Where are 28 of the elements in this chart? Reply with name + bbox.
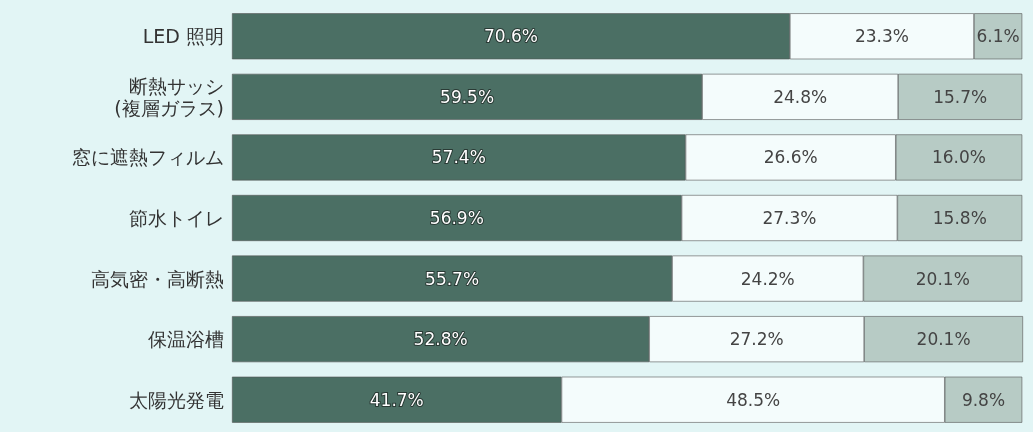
data-label: 48.5% <box>726 389 781 410</box>
data-label: 9.8% <box>961 389 1006 410</box>
data-label: 20.1% <box>915 268 970 289</box>
data-label: 52.8% <box>413 329 468 350</box>
data-label: 24.2% <box>740 268 795 289</box>
data-label: 24.8% <box>773 86 828 107</box>
y-tick-label: 節水トイレ <box>129 207 224 229</box>
data-label: 15.8% <box>932 208 987 228</box>
data-label: 55.7% <box>425 268 480 289</box>
data-label: 26.6% <box>763 147 818 168</box>
y-tick-label: 太陽光発電 <box>129 388 224 411</box>
data-label: 70.6% <box>483 26 538 47</box>
data-label: 20.1% <box>916 329 971 350</box>
y-tick-label: 高気密・高断熱 <box>91 267 224 290</box>
data-label: 15.7% <box>933 86 988 107</box>
data-label: 41.7% <box>369 389 424 410</box>
y-tick-label: 断熱サッシ (複層ガラス) <box>114 74 224 119</box>
data-label: 16.0% <box>931 147 986 168</box>
data-label: 56.9% <box>429 208 484 228</box>
data-label: 23.3% <box>854 26 909 47</box>
data-label: 6.1% <box>976 26 1020 47</box>
data-label: 27.3% <box>762 208 817 228</box>
data-label: 27.2% <box>729 329 784 350</box>
y-tick-label: LED 照明 <box>142 25 224 48</box>
y-tick-label: 保温浴槽 <box>148 328 224 351</box>
y-tick-label: 窓に遮熱フィルム <box>72 146 224 169</box>
data-label: 57.4% <box>431 147 486 168</box>
data-label: 59.5% <box>440 86 495 107</box>
